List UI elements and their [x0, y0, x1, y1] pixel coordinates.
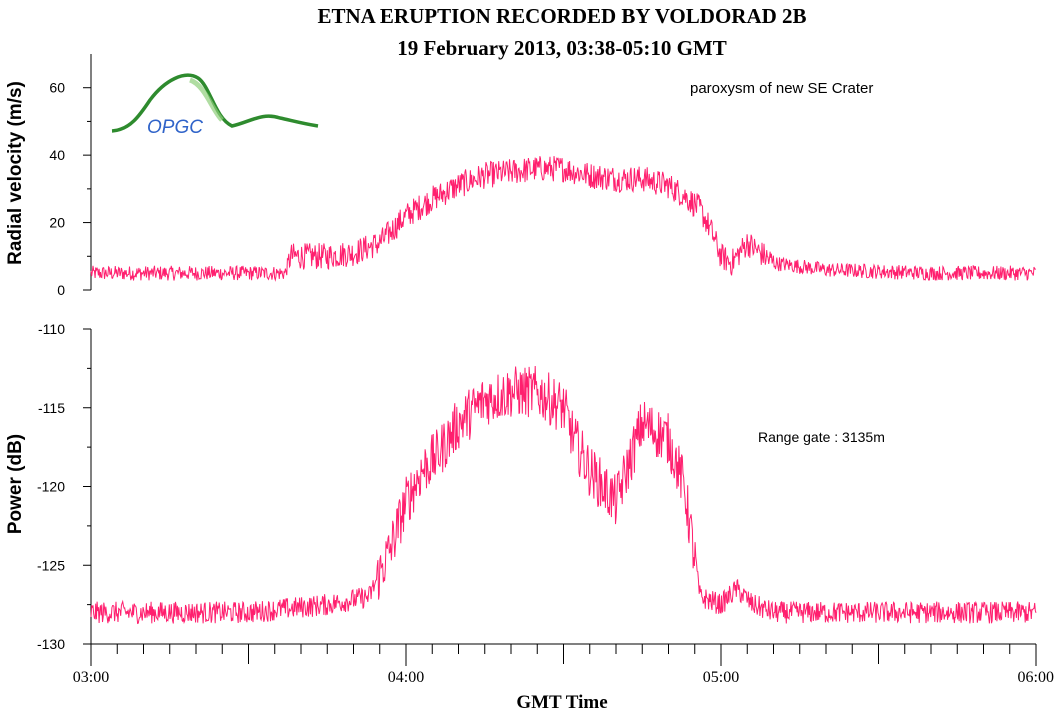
chart-subtitle: 19 February 2013, 03:38-05:10 GMT — [397, 36, 727, 60]
logo-swoosh-light — [188, 77, 224, 122]
velocity-series-line — [90, 156, 1037, 282]
logo-text: OPGC — [147, 117, 203, 138]
x-tick-label: 04:00 — [388, 669, 424, 686]
power-annotation: Range gate : 3135m — [758, 429, 885, 445]
velocity-annotation: paroxysm of new SE Crater — [690, 80, 873, 97]
x-ticks: 03:00 04:00 05:00 06:00 — [73, 644, 1054, 686]
x-axis-label: GMT Time — [516, 692, 607, 713]
x-axis: 03:00 04:00 05:00 06:00 GMT Time — [73, 643, 1054, 713]
y-tick-label: 60 — [49, 80, 65, 96]
y-tick-label: 40 — [49, 147, 65, 163]
power-y-ticks: -110 -115 -120 -125 -130 — [37, 321, 91, 652]
y-tick-label: -120 — [37, 479, 65, 495]
velocity-y-ticks: 0 20 40 60 — [49, 80, 91, 298]
y-tick-label: 0 — [57, 282, 65, 298]
power-series-line — [90, 365, 1037, 625]
velocity-panel: 0 20 40 60 Radial velocity (m/s) paroxysm o… — [5, 54, 1037, 298]
opgc-logo: OPGC — [111, 73, 319, 138]
power-y-label: Power (dB) — [5, 434, 26, 534]
x-tick-label: 03:00 — [73, 669, 109, 686]
velocity-y-label: Radial velocity (m/s) — [5, 81, 26, 265]
y-tick-label: -110 — [38, 321, 65, 337]
logo-swoosh — [111, 73, 319, 133]
y-tick-label: 20 — [49, 215, 65, 231]
x-tick-label: 06:00 — [1018, 669, 1054, 686]
chart-title: ETNA ERUPTION RECORDED BY VOLDORAD 2B — [317, 4, 806, 28]
power-panel: -110 -115 -120 -125 -130 Power (dB) Range ga… — [5, 321, 1037, 652]
y-tick-label: -115 — [38, 400, 65, 416]
y-tick-label: -125 — [37, 557, 65, 573]
y-tick-label: -130 — [37, 636, 65, 652]
x-tick-label: 05:00 — [703, 669, 739, 686]
